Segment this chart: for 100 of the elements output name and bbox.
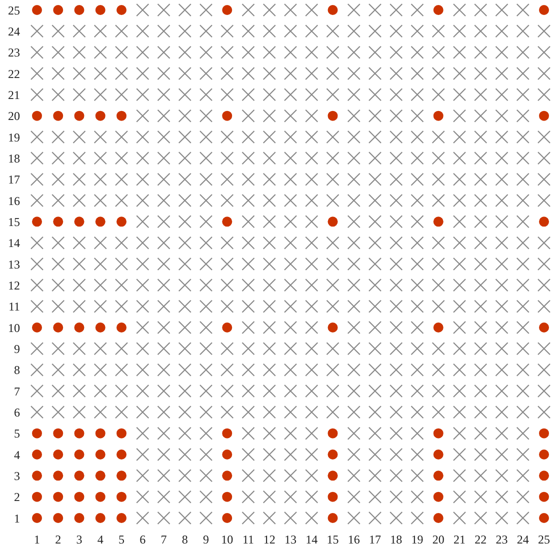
point (347, 363, 360, 376)
point (114, 24, 128, 38)
point (220, 24, 234, 38)
point (368, 130, 382, 144)
point (157, 469, 170, 482)
point (178, 257, 192, 271)
point (432, 406, 445, 419)
point (433, 428, 444, 438)
point (474, 130, 488, 144)
point (432, 257, 445, 271)
point (432, 24, 445, 38)
point (72, 88, 86, 102)
point (199, 406, 213, 419)
point (390, 320, 403, 334)
point (53, 322, 64, 332)
y-tick-label: 7 (14, 384, 20, 398)
point (262, 469, 276, 482)
point (326, 88, 340, 102)
point (284, 236, 298, 250)
point (242, 236, 255, 250)
point (52, 130, 65, 144)
point (242, 194, 255, 208)
point (178, 511, 192, 525)
point (242, 152, 255, 165)
point (178, 172, 192, 186)
point (114, 66, 128, 80)
point (222, 5, 232, 15)
point (326, 278, 340, 292)
point (30, 342, 44, 356)
point (305, 320, 318, 334)
x-tick-label: 19 (411, 532, 424, 547)
point (94, 342, 107, 356)
point (262, 490, 276, 504)
point (516, 215, 530, 228)
point (94, 130, 107, 144)
point (52, 342, 65, 356)
point (432, 152, 445, 165)
point (537, 46, 551, 59)
y-tick-label: 4 (14, 448, 20, 462)
point (242, 406, 255, 419)
point (222, 216, 232, 227)
point (72, 24, 86, 38)
point (284, 215, 298, 228)
point (157, 24, 170, 38)
point (516, 66, 530, 80)
point (347, 46, 360, 59)
point (199, 278, 213, 292)
point (262, 236, 276, 250)
point (495, 88, 508, 102)
point (136, 300, 150, 313)
point (390, 384, 403, 398)
point (452, 320, 466, 334)
point (516, 3, 530, 17)
point (305, 490, 318, 504)
point (410, 66, 424, 80)
point (305, 3, 318, 17)
point (136, 66, 150, 80)
point (326, 130, 340, 144)
point (32, 513, 42, 523)
point (94, 363, 107, 376)
point (495, 257, 508, 271)
point (410, 384, 424, 398)
point (199, 342, 213, 356)
point (95, 5, 106, 15)
point (516, 88, 530, 102)
point (32, 322, 42, 332)
point (72, 406, 86, 419)
y-tick-label: 5 (14, 426, 20, 441)
point (474, 46, 488, 59)
point (452, 384, 466, 398)
point (474, 236, 488, 250)
point (368, 384, 382, 398)
point (495, 511, 508, 525)
point (305, 109, 318, 122)
point (114, 194, 128, 208)
point (157, 511, 170, 525)
point (539, 450, 549, 460)
point (220, 342, 234, 356)
x-tick-label: 12 (263, 532, 276, 547)
point (432, 172, 445, 186)
point (199, 109, 213, 122)
point (199, 215, 213, 228)
point (452, 406, 466, 419)
point (347, 426, 360, 440)
point (136, 490, 150, 504)
point (539, 322, 549, 332)
point (326, 257, 340, 271)
point (199, 511, 213, 525)
point (136, 511, 150, 525)
point (495, 320, 508, 334)
point (432, 46, 445, 59)
point (114, 363, 128, 376)
point (432, 194, 445, 208)
point (32, 450, 42, 460)
point (52, 152, 65, 165)
point (368, 342, 382, 356)
point (199, 88, 213, 102)
point (305, 469, 318, 482)
point (220, 46, 234, 59)
point (136, 88, 150, 102)
